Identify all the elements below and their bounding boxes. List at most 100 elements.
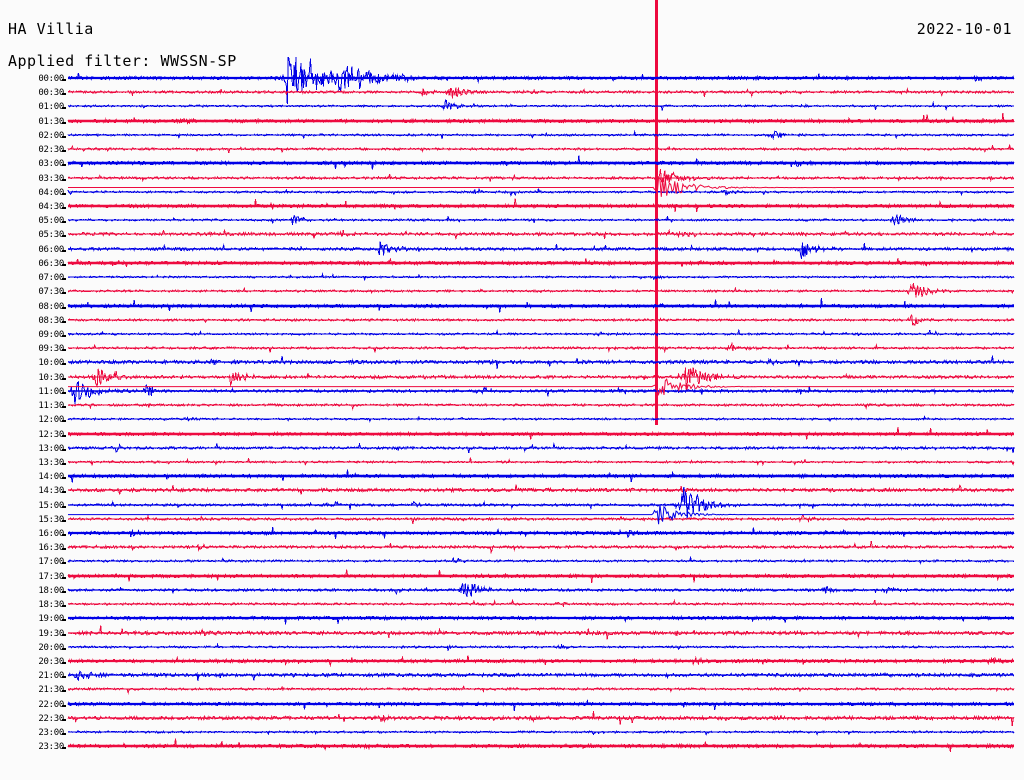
axis-tick (62, 278, 66, 281)
seismic-trace (67, 556, 1015, 565)
seismic-trace (67, 341, 1015, 354)
trace-time-label: 03:30 (38, 173, 64, 184)
trace-row: 17:30 (0, 569, 1024, 590)
axis-tick (62, 633, 66, 636)
trace-row: 07:30 (0, 283, 1024, 305)
trace-row: 14:00 (0, 469, 1024, 490)
axis-tick (62, 605, 66, 608)
trace-row: 19:30 (0, 625, 1024, 647)
trace-row: 09:00 (0, 328, 1024, 348)
axis-tick (62, 79, 66, 81)
trace-time-label: 07:30 (38, 287, 64, 298)
trace-time-label: 05:00 (38, 216, 64, 227)
axis-tick (62, 263, 66, 266)
trace-time-label: 08:00 (38, 301, 64, 312)
trace-time-label: 03:00 (38, 159, 64, 170)
trace-time-label: 13:00 (38, 443, 64, 454)
trace-row: 02:30 (0, 143, 1024, 163)
seismic-trace (67, 527, 1015, 540)
applied-filter-label: Applied filter: WWSSN-SP (8, 52, 237, 70)
trace-row: 13:00 (0, 441, 1024, 462)
seismic-trace (67, 356, 1015, 370)
axis-tick (62, 306, 66, 309)
axis-tick (62, 491, 66, 494)
seismic-trace (67, 441, 1015, 453)
seismic-trace (67, 685, 1015, 696)
trace-time-label: 07:00 (38, 273, 64, 284)
mega-event-spike (654, 0, 658, 426)
trace-row: 16:30 (0, 541, 1024, 561)
trace-row: 18:30 (0, 598, 1024, 618)
axis-tick (62, 377, 66, 380)
trace-time-label: 10:30 (38, 372, 64, 383)
seismic-trace (67, 87, 1014, 99)
trace-row: 22:00 (0, 698, 1024, 718)
axis-tick (62, 192, 66, 195)
trace-time-label: 15:00 (38, 500, 64, 511)
seismic-trace (67, 582, 1015, 598)
trace-time-label: 00:30 (38, 88, 64, 99)
trace-row: 16:00 (0, 527, 1024, 547)
trace-time-label: 14:30 (38, 486, 64, 497)
trace-row: 12:30 (0, 426, 1024, 448)
trace-time-label: 04:00 (38, 187, 64, 198)
seismic-trace (67, 670, 1015, 682)
seismic-trace (67, 710, 1015, 727)
seismic-trace (67, 272, 1015, 282)
axis-tick (62, 249, 66, 252)
trace-row: 01:00 (0, 99, 1024, 120)
trace-time-label: 19:00 (38, 614, 64, 625)
axis-tick (62, 363, 66, 366)
axis-tick (62, 462, 66, 465)
axis-tick (62, 434, 66, 437)
axis-tick (62, 150, 66, 153)
axis-tick (62, 164, 66, 167)
seismic-trace (67, 415, 1015, 423)
trace-row: 20:00 (0, 642, 1024, 661)
seismic-trace (67, 642, 1015, 651)
trace-time-label: 09:30 (38, 344, 64, 355)
trace-time-label: 05:30 (38, 230, 64, 241)
seismic-trace (67, 328, 1015, 337)
seismic-trace (67, 99, 1015, 112)
trace-time-label: 11:00 (38, 386, 64, 397)
seismic-trace (67, 698, 1015, 711)
trace-row: 22:30 (0, 710, 1024, 732)
trace-time-label: 23:30 (38, 742, 64, 753)
trace-row: 10:00 (0, 356, 1024, 376)
seismic-trace (67, 241, 1015, 259)
seismic-trace (67, 655, 1015, 668)
trace-time-label: 11:30 (38, 401, 64, 412)
seismic-trace (67, 129, 1015, 141)
seismic-trace (67, 283, 1015, 298)
trace-row: 08:30 (0, 313, 1024, 334)
axis-tick (62, 320, 66, 323)
trace-row: 00:30 (0, 87, 1024, 106)
trace-time-label: 00:00 (38, 74, 64, 84)
axis-tick (62, 135, 66, 138)
trace-row: 06:30 (0, 257, 1024, 277)
axis-tick (62, 406, 66, 409)
trace-time-label: 13:30 (38, 457, 64, 468)
trace-row: 20:30 (0, 655, 1024, 675)
axis-tick (62, 690, 66, 693)
seismic-trace (67, 457, 1015, 467)
trace-row: 17:00 (0, 556, 1024, 575)
seismic-trace (67, 56, 1015, 105)
trace-time-label: 17:00 (38, 557, 64, 568)
trace-time-label: 12:00 (38, 415, 64, 426)
trace-time-label: 02:30 (38, 145, 64, 156)
trace-row: 07:00 (0, 272, 1024, 291)
trace-time-label: 06:30 (38, 258, 64, 269)
trace-time-label: 01:00 (38, 102, 64, 113)
axis-tick (62, 178, 66, 181)
seismic-trace (67, 739, 1015, 753)
seismic-trace (67, 297, 1015, 313)
axis-tick (62, 590, 66, 593)
axis-tick (62, 420, 66, 423)
trace-row: 09:30 (0, 341, 1024, 362)
trace-time-label: 18:30 (38, 600, 64, 611)
seismic-trace (67, 615, 1014, 625)
